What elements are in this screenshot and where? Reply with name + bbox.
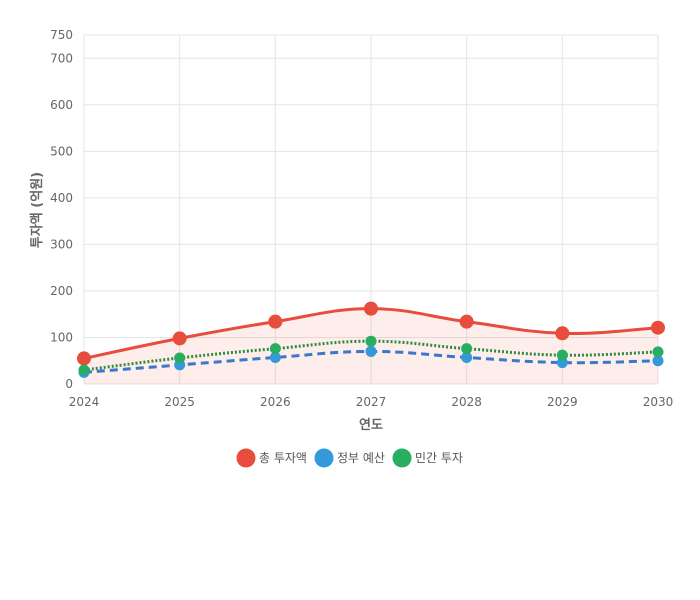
y-tick-label: 100 [50,330,73,344]
x-tick-label: 2027 [356,395,387,409]
y-tick-label: 400 [50,191,73,205]
y-axis-title: 투자액 (억원) [30,172,45,248]
series-3-point[interactable] [269,343,281,355]
legend-label: 총 투자액 [259,451,307,465]
y-tick-label: 200 [50,284,73,298]
series-3-point[interactable] [461,343,473,355]
legend-item[interactable]: 정부 예산 [314,448,385,468]
legend-swatch [392,448,412,468]
x-axis-title: 연도 [359,418,383,433]
series-2-point[interactable] [652,355,664,367]
y-tick-label: 0 [65,377,73,391]
data-points [77,301,665,378]
x-tick-label: 2029 [547,395,578,409]
x-tick-label: 2030 [643,395,674,409]
y-tick-label: 700 [50,51,73,65]
series-1-point[interactable] [77,351,91,366]
legend[interactable]: 총 투자액 정부 예산 민간 투자 [236,448,463,468]
x-tick-label: 2028 [451,395,482,409]
series-3-point[interactable] [365,335,377,347]
x-tick-label: 2024 [69,395,100,409]
legend-item[interactable]: 민간 투자 [392,448,463,468]
series-2-point[interactable] [365,345,377,357]
series-1-point[interactable] [364,301,378,316]
series-3-point[interactable] [78,364,90,376]
legend-swatch [236,448,256,468]
series-1-point[interactable] [651,320,665,335]
legend-item[interactable]: 총 투자액 [236,448,307,468]
y-tick-label: 500 [50,144,73,158]
legend-swatch [314,448,334,468]
series-3-point[interactable] [556,349,568,361]
series-3-point[interactable] [174,352,186,364]
x-axis-ticks: 2024 2025 2026 2027 2028 2029 2030 [69,395,674,409]
x-tick-label: 2025 [164,395,195,409]
series-2-point[interactable] [461,351,473,363]
x-tick-label: 2026 [260,395,291,409]
y-axis-ticks: 0 100 200 300 400 500 600 700 750 [50,28,73,391]
y-tick-label: 300 [50,237,73,251]
series-1-point[interactable] [459,314,474,329]
series-1-point[interactable] [172,331,187,346]
series-1-point[interactable] [268,314,283,329]
y-tick-label: 750 [50,28,73,42]
y-tick-label: 600 [50,98,73,112]
series-1-point[interactable] [555,326,570,341]
legend-label: 민간 투자 [415,451,463,465]
series-3-point[interactable] [652,346,664,358]
series-2-point[interactable] [269,351,281,363]
legend-label: 정부 예산 [337,451,385,465]
